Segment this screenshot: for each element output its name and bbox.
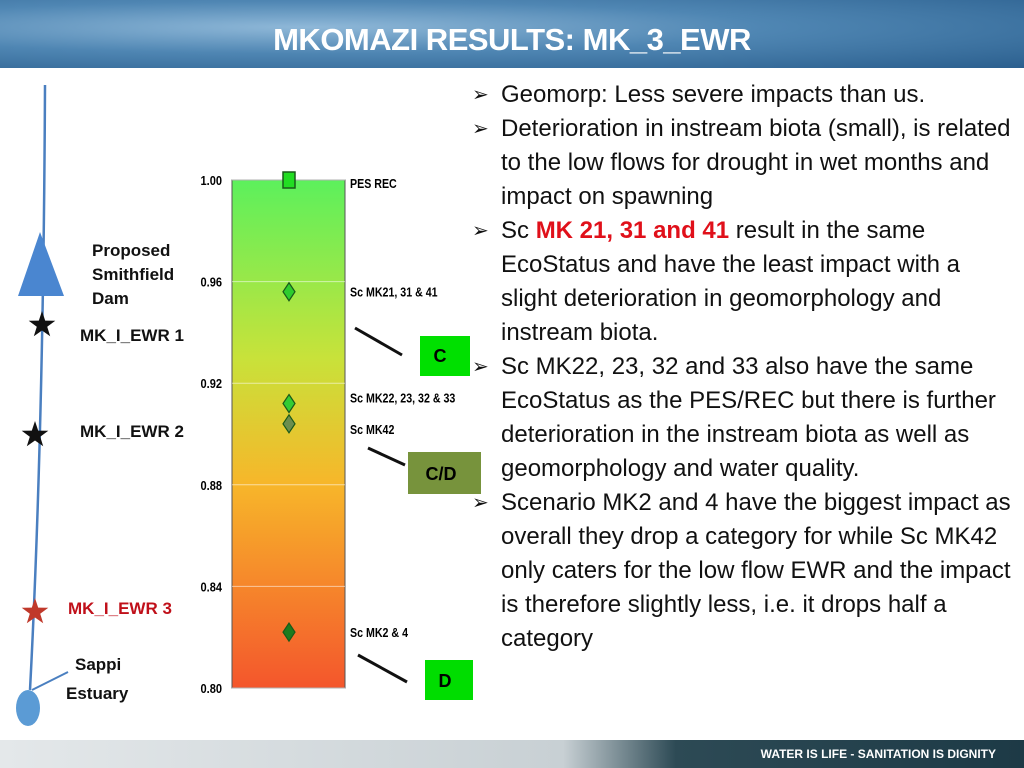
bullet-list: Geomorp: Less severe impacts than us. Det… (470, 78, 1022, 656)
category-box (408, 452, 481, 494)
series-label: Sc MK21, 31 & 41 (350, 285, 438, 300)
bullet-text: Sc (501, 217, 536, 244)
arrow (357, 653, 408, 684)
estuary-icon (16, 690, 40, 726)
point (282, 393, 296, 414)
point (282, 622, 296, 643)
dam-icon (18, 232, 64, 296)
bullet-text: Sc MK22, 23, 32 and 33 also have the sam… (501, 353, 996, 482)
highlight-text: MK 21, 31 and 41 (535, 217, 730, 244)
bullet: Scenario MK2 and 4 have the biggest impa… (470, 486, 1022, 656)
dam-label: Proposed (92, 241, 170, 260)
y-tick-label: 0.80 (201, 681, 223, 696)
bullet: Sc MK22, 23, 32 and 33 also have the sam… (470, 350, 1022, 486)
site-label: MK_I_EWR 3 (68, 599, 172, 618)
site-star (21, 421, 49, 447)
chart: 0.80 0.84 0.88 0.92 0.96 1.00 PES REC Sc MK21, … (201, 171, 456, 696)
dam-label: Dam (92, 289, 129, 308)
category-box (420, 336, 470, 376)
bullet-text: result in the same EcoStatus and have th… (501, 217, 960, 346)
arrows (354, 326, 408, 684)
category-box (425, 660, 473, 700)
category-label: C (434, 346, 447, 366)
point (282, 171, 296, 189)
river (28, 84, 47, 691)
footer-text: WATER IS LIFE - SANITATION IS DIGNITY (760, 747, 996, 761)
category-label: C/D (426, 464, 457, 484)
arrow (367, 446, 406, 467)
y-tick-label: 1.00 (201, 173, 223, 188)
title: MKOMAZI RESULTS: MK_3_EWR (273, 22, 751, 57)
y-tick-label: 0.84 (201, 580, 223, 595)
header: MKOMAZI RESULTS: MK_3_EWR (0, 0, 1024, 68)
y-tick-label: 0.88 (201, 478, 223, 493)
y-tick-label: 0.92 (201, 376, 223, 391)
bullet: Sc MK 21, 31 and 41 result in the same E… (470, 214, 1022, 350)
point (282, 281, 296, 302)
bullet-text: Scenario MK2 and 4 have the biggest impa… (501, 489, 1011, 652)
series-label: PES REC (350, 176, 397, 191)
estuary-label: Estuary (66, 684, 129, 703)
series-label: Sc MK22, 23, 32 & 33 (350, 390, 456, 405)
arrow (31, 671, 69, 691)
bullet: Deterioration in instream biota (small),… (470, 112, 1022, 214)
arrow (354, 326, 403, 357)
site-star (21, 598, 49, 624)
series-label: Sc MK2 & 4 (350, 625, 408, 640)
y-tick-label: 0.96 (201, 275, 223, 290)
footer: WATER IS LIFE - SANITATION IS DIGNITY (0, 740, 1024, 768)
diagram: Proposed Smithfield Dam MK_I_EWR 1 MK_I_… (16, 84, 481, 726)
point (282, 413, 296, 434)
bullet-text: Deterioration in instream biota (small),… (501, 115, 1011, 210)
site-label: MK_I_EWR 1 (80, 326, 184, 345)
chart-area (231, 179, 346, 689)
category-label: D (439, 671, 452, 691)
bullet: Geomorp: Less severe impacts than us. (470, 78, 1022, 112)
site-label: MK_I_EWR 2 (80, 422, 184, 441)
bullet-text: Geomorp: Less severe impacts than us. (501, 81, 926, 108)
dam-label: Smithfield (92, 265, 174, 284)
series-label: Sc MK42 (350, 422, 395, 437)
estuary-label: Sappi (75, 655, 121, 674)
